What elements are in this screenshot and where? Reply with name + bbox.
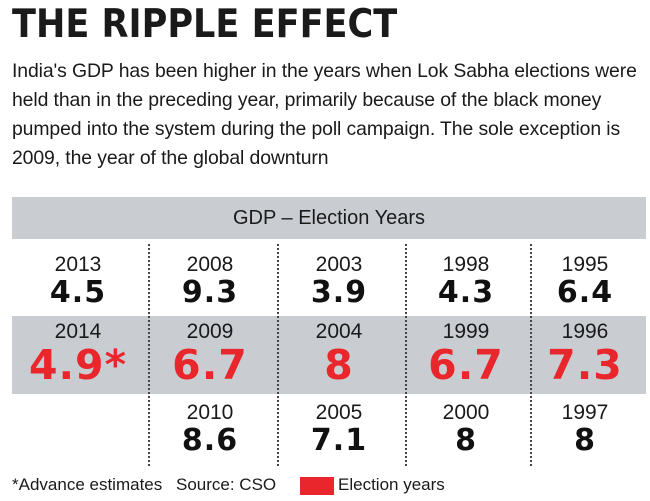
gdp-value: 7.1 bbox=[310, 423, 368, 458]
table-title: GDP – Election Years bbox=[12, 197, 646, 239]
cell-year: 1996 bbox=[561, 320, 609, 343]
table-cell: 1999 6.7 bbox=[404, 320, 528, 386]
gdp-value: 4.3 bbox=[437, 275, 495, 310]
cell-year: 2008 bbox=[186, 253, 234, 276]
cell-year: 1997 bbox=[561, 401, 609, 424]
table-cell: 2014 4.9* bbox=[16, 320, 140, 386]
election-gdp-value: 8 bbox=[324, 341, 354, 389]
table-cell: 2000 8 bbox=[404, 401, 528, 457]
gdp-value: 8.6 bbox=[181, 423, 239, 458]
gdp-value: 9.3 bbox=[181, 275, 239, 310]
cell-year: 2010 bbox=[186, 401, 234, 424]
table-cell: 2005 7.1 bbox=[277, 401, 401, 457]
election-gdp-value: 4.9* bbox=[28, 341, 128, 389]
cell-year: 1999 bbox=[442, 320, 490, 343]
legend-swatch bbox=[300, 477, 334, 495]
footnote: *Advance estimates bbox=[12, 475, 163, 494]
table-cell: 2009 6.7 bbox=[148, 320, 272, 386]
column-divider bbox=[405, 244, 407, 466]
page-title: THE RIPPLE EFFECT bbox=[12, 2, 398, 47]
column-divider bbox=[277, 244, 279, 466]
election-gdp-value: 6.7 bbox=[172, 341, 248, 389]
table-cell: 2008 9.3 bbox=[148, 253, 272, 309]
gdp-value: 4.5 bbox=[49, 275, 107, 310]
column-divider bbox=[530, 244, 532, 466]
table-cell: 1996 7.3 bbox=[523, 320, 647, 386]
column-divider bbox=[148, 244, 150, 466]
gdp-value: 6.4 bbox=[556, 275, 614, 310]
subtitle: India's GDP has been higher in the years… bbox=[12, 60, 637, 169]
table-cell: 1995 6.4 bbox=[523, 253, 647, 309]
footer: *Advance estimates Source: CSO Election … bbox=[0, 472, 650, 498]
cell-year: 2000 bbox=[442, 401, 490, 424]
table-cell: 2004 8 bbox=[277, 320, 401, 386]
election-row-band bbox=[12, 316, 646, 394]
table-cell: 1997 8 bbox=[523, 401, 647, 457]
cell-year: 2003 bbox=[315, 253, 363, 276]
source-note: Source: CSO bbox=[176, 475, 277, 494]
cell-year: 2014 bbox=[54, 320, 102, 343]
cell-year: 2009 bbox=[186, 320, 234, 343]
gdp-value: 3.9 bbox=[310, 275, 368, 310]
table-cell: 2003 3.9 bbox=[277, 253, 401, 309]
cell-year: 2013 bbox=[54, 253, 102, 276]
table-cell: 1998 4.3 bbox=[404, 253, 528, 309]
gdp-value: 8 bbox=[455, 423, 477, 458]
cell-year: 2005 bbox=[315, 401, 363, 424]
election-gdp-value: 7.3 bbox=[547, 341, 623, 389]
table-cell: 2013 4.5 bbox=[16, 253, 140, 309]
cell-year: 1998 bbox=[442, 253, 490, 276]
table-cell: 2010 8.6 bbox=[148, 401, 272, 457]
gdp-value: 8 bbox=[574, 423, 596, 458]
cell-year: 1995 bbox=[561, 253, 609, 276]
legend-label: Election years bbox=[338, 475, 445, 494]
election-gdp-value: 6.7 bbox=[428, 341, 504, 389]
cell-year: 2004 bbox=[315, 320, 363, 343]
